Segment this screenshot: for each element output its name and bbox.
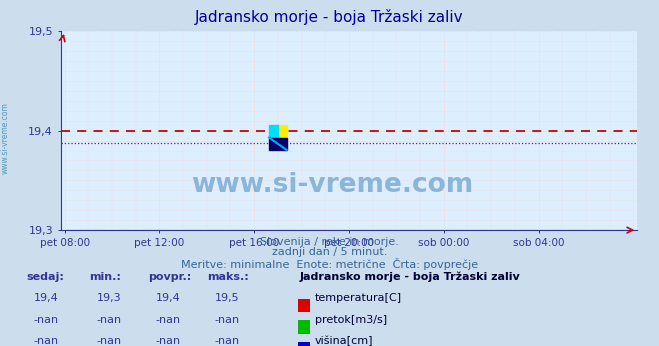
Text: maks.:: maks.: (208, 272, 249, 282)
Text: višina[cm]: višina[cm] (315, 336, 374, 346)
Text: 19,4: 19,4 (34, 293, 59, 303)
Text: Jadransko morje - boja Tržaski zaliv: Jadransko morje - boja Tržaski zaliv (195, 9, 464, 25)
Text: www.si-vreme.com: www.si-vreme.com (190, 172, 473, 198)
Text: 19,5: 19,5 (215, 293, 240, 303)
Text: 19,4: 19,4 (156, 293, 181, 303)
Text: -nan: -nan (156, 336, 181, 346)
Bar (269, 125, 278, 138)
Text: -nan: -nan (96, 315, 121, 325)
Text: Slovenija / reke in morje.: Slovenija / reke in morje. (260, 237, 399, 247)
Text: -nan: -nan (215, 336, 240, 346)
Text: sedaj:: sedaj: (26, 272, 64, 282)
Text: -nan: -nan (34, 315, 59, 325)
Bar (269, 138, 287, 150)
Text: Meritve: minimalne  Enote: metrične  Črta: povprečje: Meritve: minimalne Enote: metrične Črta:… (181, 258, 478, 270)
Text: temperatura[C]: temperatura[C] (315, 293, 402, 303)
Text: povpr.:: povpr.: (148, 272, 192, 282)
Text: pretok[m3/s]: pretok[m3/s] (315, 315, 387, 325)
Text: 19,3: 19,3 (96, 293, 121, 303)
Text: www.si-vreme.com: www.si-vreme.com (1, 102, 10, 174)
Text: -nan: -nan (215, 315, 240, 325)
Text: Jadransko morje - boja Tržaski zaliv: Jadransko morje - boja Tržaski zaliv (300, 272, 521, 282)
Text: -nan: -nan (96, 336, 121, 346)
Text: zadnji dan / 5 minut.: zadnji dan / 5 minut. (272, 247, 387, 257)
Bar (278, 125, 287, 138)
Text: -nan: -nan (156, 315, 181, 325)
Text: -nan: -nan (34, 336, 59, 346)
Text: min.:: min.: (89, 272, 121, 282)
